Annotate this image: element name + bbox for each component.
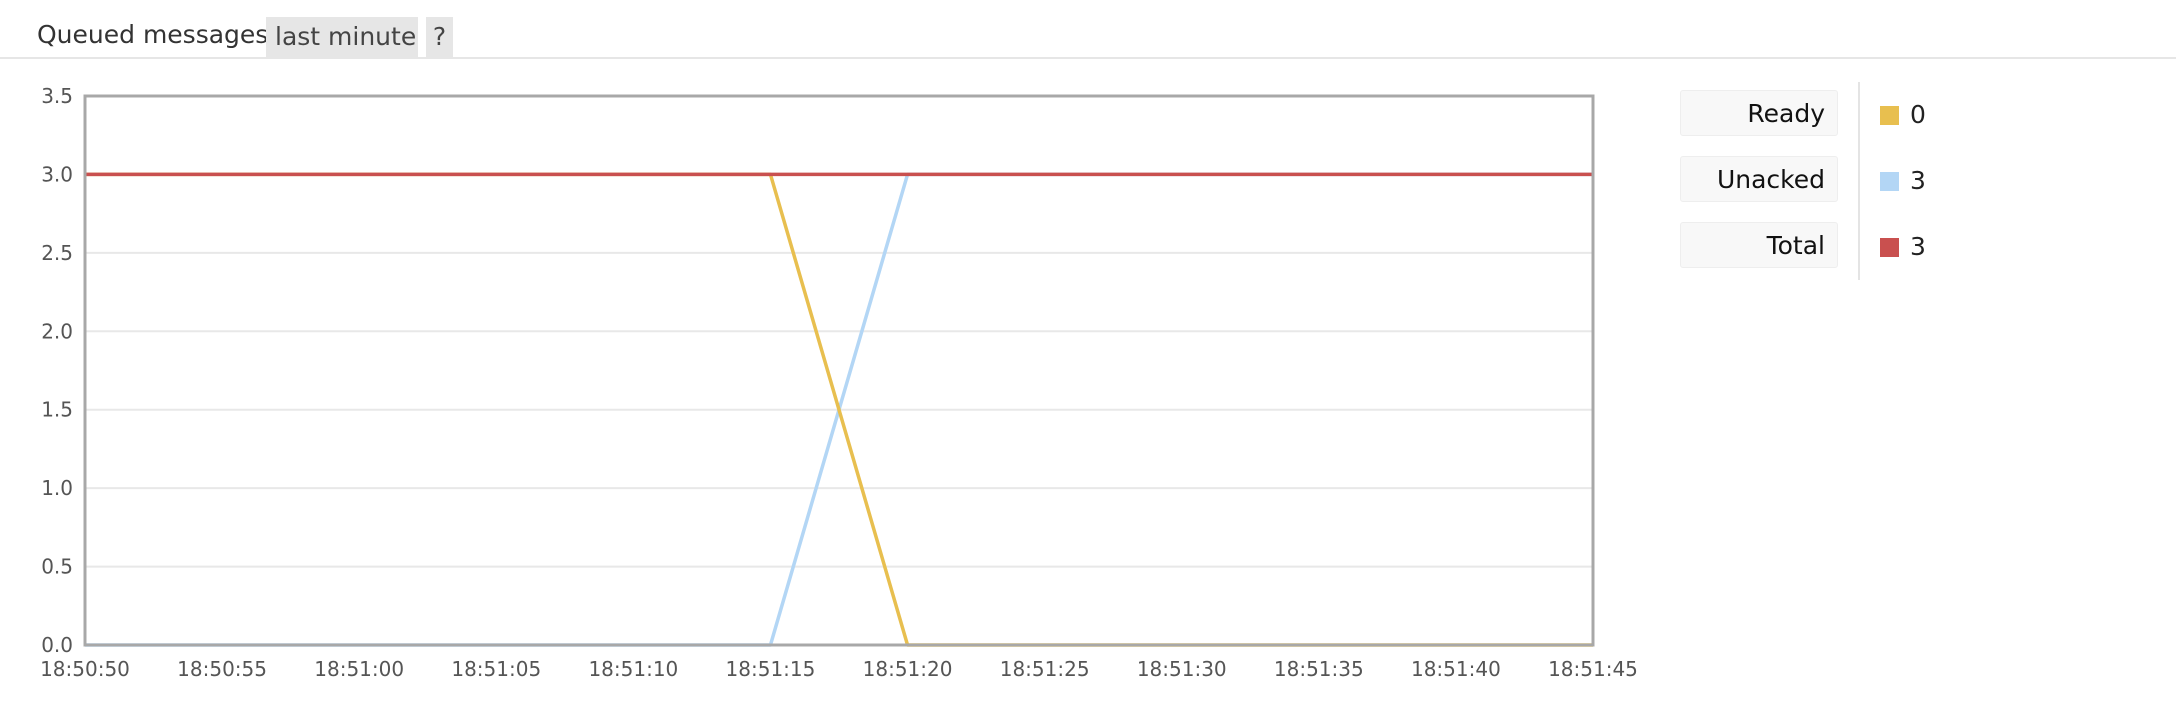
x-tick-label: 18:51:10: [588, 657, 678, 681]
y-tick-label: 0.0: [41, 633, 73, 657]
legend-label-unacked: Unacked: [1680, 156, 1838, 202]
section-header: Queued messages last minute ?: [0, 0, 2176, 59]
x-tick-label: 18:51:15: [726, 657, 816, 681]
y-tick-label: 3.5: [41, 84, 73, 108]
legend-label-ready: Ready: [1680, 90, 1838, 136]
help-button[interactable]: ?: [426, 17, 453, 57]
legend-swatch-unacked: [1880, 172, 1899, 191]
y-tick-label: 0.5: [41, 555, 73, 579]
x-tick-label: 18:51:25: [1000, 657, 1090, 681]
y-tick-label: 3.0: [41, 162, 73, 186]
y-tick-label: 1.5: [41, 398, 73, 422]
x-tick-label: 18:51:00: [314, 657, 404, 681]
plot-frame: [85, 96, 1593, 645]
y-tick-label: 1.0: [41, 476, 73, 500]
x-tick-label: 18:50:55: [177, 657, 267, 681]
x-tick-label: 18:51:30: [1137, 657, 1227, 681]
legend-label-total: Total: [1680, 222, 1838, 268]
x-tick-label: 18:51:35: [1274, 657, 1364, 681]
legend-swatch-total: [1880, 238, 1899, 257]
time-range-button[interactable]: last minute: [266, 17, 418, 57]
section-title: Queued messages: [37, 20, 268, 49]
legend-value-total: 3: [1910, 232, 1926, 262]
x-tick-label: 18:51:40: [1411, 657, 1501, 681]
legend-value-ready: 0: [1910, 100, 1926, 130]
legend-swatch-ready: [1880, 106, 1899, 125]
legend-divider: [1858, 82, 1860, 280]
queued-messages-chart: 0.0 0.5 1.0 1.5 2.0 2.5 3.0 3.5 18:50:50 18:50:55…: [0, 80, 1650, 700]
x-tick-label: 18:51:05: [451, 657, 541, 681]
x-tick-label: 18:51:20: [863, 657, 953, 681]
legend-value-unacked: 3: [1910, 166, 1926, 196]
y-tick-label: 2.0: [41, 319, 73, 343]
x-tick-label: 18:50:50: [40, 657, 130, 681]
y-tick-label: 2.5: [41, 241, 73, 265]
x-tick-label: 18:51:45: [1548, 657, 1638, 681]
